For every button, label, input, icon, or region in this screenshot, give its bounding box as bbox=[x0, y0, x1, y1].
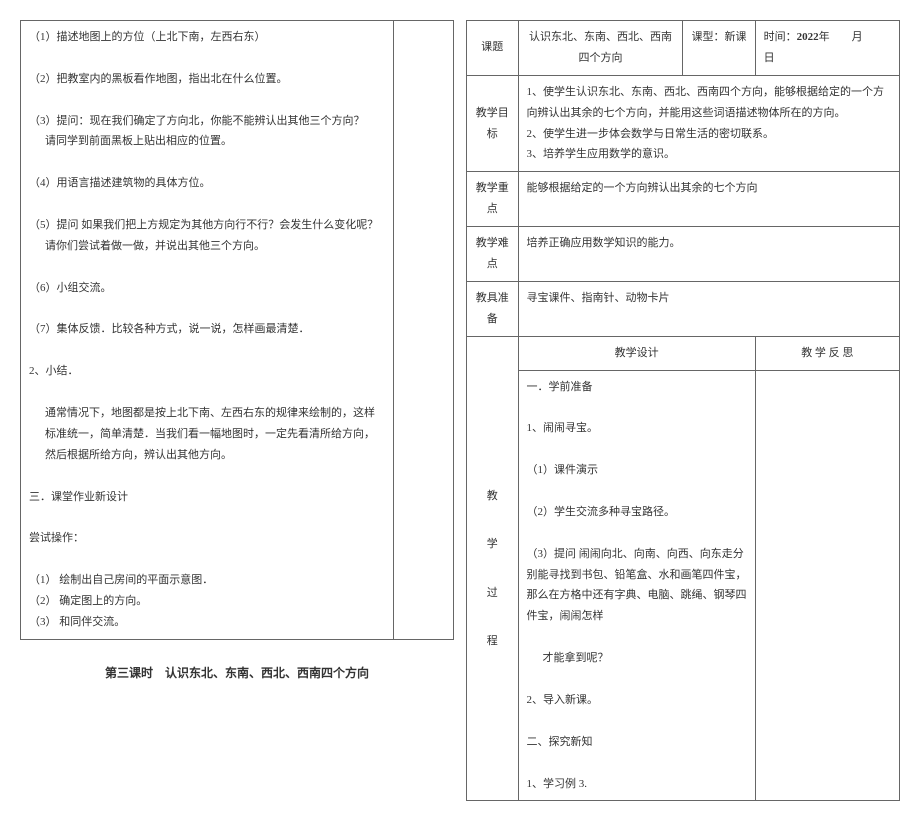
item-4: （4）用语言描述建筑物的具体方位。 bbox=[29, 173, 385, 194]
reflect-empty bbox=[755, 370, 899, 801]
item-11: 尝试操作： bbox=[29, 528, 385, 549]
key-label: 教学重点 bbox=[467, 172, 519, 227]
d-6: 才能拿到呢？ bbox=[527, 648, 747, 669]
item-7: （7）集体反馈．比较各种方式，说一说，怎样画最清楚． bbox=[29, 319, 385, 340]
design-label: 教学设计 bbox=[518, 336, 755, 370]
right-page: 课题 认识东北、东南、西北、西南四个方向 课型：新课 时间：2022年 月 日 … bbox=[466, 20, 900, 801]
item-10: 三．课堂作业新设计 bbox=[29, 487, 385, 508]
item-9: 通常情况下，地图都是按上北下南、左西右东的规律来绘制的，这样标准统一，简单清楚．… bbox=[29, 403, 385, 466]
left-table: （1）描述地图上的方位（上北下南，左西右东） （2）把教室内的黑板看作地图，指出… bbox=[20, 20, 454, 640]
item-14: （3） 和同伴交流。 bbox=[29, 612, 385, 633]
goal-label: 教学目标 bbox=[467, 75, 519, 172]
d-2: 1、闹闹寻宝。 bbox=[527, 418, 747, 439]
item-13: （2） 确定图上的方向。 bbox=[29, 591, 385, 612]
topic-label: 课题 bbox=[467, 21, 519, 76]
item-2: （2）把教室内的黑板看作地图，指出北在什么位置。 bbox=[29, 69, 385, 90]
process-label: 教学过程 bbox=[467, 336, 519, 801]
goal-text: 1、使学生认识东北、东南、西北、西南四个方向，能够根据给定的一个方向辨认出其余的… bbox=[518, 75, 899, 172]
type-label: 课型：新课 bbox=[683, 21, 755, 76]
prep-text: 寻宝课件、指南针、动物卡片 bbox=[518, 281, 899, 336]
diff-label: 教学难点 bbox=[467, 227, 519, 282]
item-1: （1）描述地图上的方位（上北下南，左西右东） bbox=[29, 27, 385, 48]
item-8: 2、小结． bbox=[29, 361, 385, 382]
design-content: 一．学前准备 1、闹闹寻宝。 （1）课件演示 （2）学生交流多种寻宝路径。 （3… bbox=[518, 370, 755, 801]
item-6: （6）小组交流。 bbox=[29, 278, 385, 299]
d-9: 1、学习例 3. bbox=[527, 774, 747, 795]
topic-value: 认识东北、东南、西北、西南四个方向 bbox=[518, 21, 683, 76]
lesson-section-title: 第三课时 认识东北、东南、西北、西南四个方向 bbox=[20, 664, 454, 681]
time-cell: 时间：2022年 月 日 bbox=[755, 21, 899, 76]
item-12: （1） 绘制出自己房间的平面示意图． bbox=[29, 570, 385, 591]
d-7: 2、导入新课。 bbox=[527, 690, 747, 711]
item-5: （5）提问 如果我们把上方规定为其他方向行不行？会发生什么变化呢？ bbox=[29, 215, 385, 236]
item-5b: 请你们尝试着做一做，并说出其他三个方向。 bbox=[29, 236, 385, 257]
item-3b: 请同学到前面黑板上贴出相应的位置。 bbox=[29, 131, 385, 152]
left-content-cell: （1）描述地图上的方位（上北下南，左西右东） （2）把教室内的黑板看作地图，指出… bbox=[21, 21, 394, 640]
d-8: 二、探究新知 bbox=[527, 732, 747, 753]
prep-label: 教具准备 bbox=[467, 281, 519, 336]
left-page: （1）描述地图上的方位（上北下南，左西右东） （2）把教室内的黑板看作地图，指出… bbox=[20, 20, 454, 801]
time-label: 时间： bbox=[764, 31, 797, 43]
time-year: 2022 bbox=[797, 31, 819, 43]
reflect-label: 教 学 反 思 bbox=[755, 336, 899, 370]
diff-text: 培养正确应用数学知识的能力。 bbox=[518, 227, 899, 282]
d-1: 一．学前准备 bbox=[527, 377, 747, 398]
right-table: 课题 认识东北、东南、西北、西南四个方向 课型：新课 时间：2022年 月 日 … bbox=[466, 20, 900, 801]
left-empty-cell bbox=[393, 21, 453, 640]
item-3: （3）提问：现在我们确定了方向北，你能不能辨认出其他三个方向？ bbox=[29, 111, 385, 132]
d-3: （1）课件演示 bbox=[527, 460, 747, 481]
d-4: （2）学生交流多种寻宝路径。 bbox=[527, 502, 747, 523]
key-text: 能够根据给定的一个方向辨认出其余的七个方向 bbox=[518, 172, 899, 227]
d-5: （3）提问 闹闹向北、向南、向西、向东走分别能寻找到书包、铅笔盒、水和画笔四件宝… bbox=[527, 544, 747, 628]
